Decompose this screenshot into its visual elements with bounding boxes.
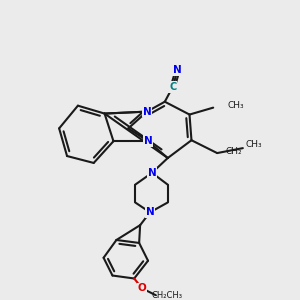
Text: N: N [146,207,154,217]
Text: N: N [173,65,182,75]
Text: CH₃: CH₃ [245,140,262,149]
Text: O: O [138,284,146,293]
Text: N: N [148,168,156,178]
Text: CH₂CH₃: CH₂CH₃ [151,291,182,300]
Text: CH₂: CH₂ [226,147,242,156]
Text: C: C [169,82,176,92]
Text: N: N [143,106,152,117]
Text: N: N [144,136,152,146]
Text: CH₃: CH₃ [227,101,244,110]
